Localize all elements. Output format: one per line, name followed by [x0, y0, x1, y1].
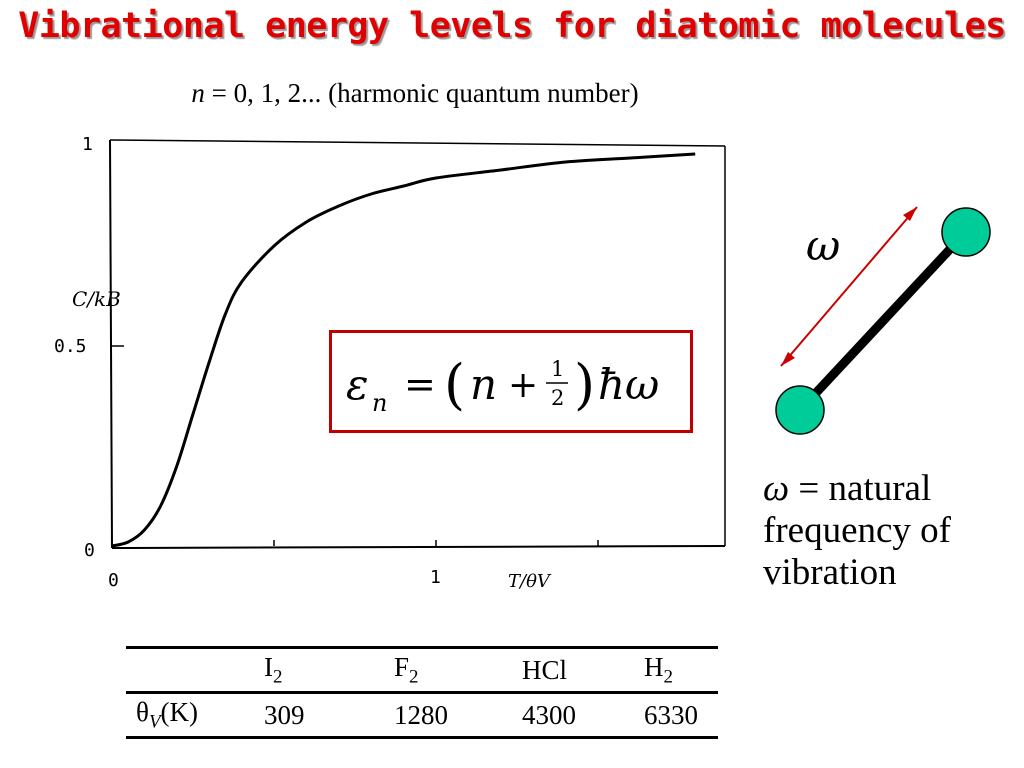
- formula-subscript-n: n: [372, 389, 387, 417]
- table-header-f2: F2: [384, 646, 512, 694]
- plot-frame-top: [109, 139, 726, 147]
- energy-formula-box: ε n = ( n + 1 2 ) ħω: [329, 330, 693, 433]
- table-cell-i2: 309: [254, 692, 384, 739]
- x-axis-label: T/θV: [508, 571, 552, 592]
- formula-fraction-numerator: 1: [551, 357, 564, 381]
- y-tick-label-0: 0: [84, 540, 95, 561]
- table-row: θV(K) 309 1280 4300 6330: [126, 692, 718, 739]
- caption-omega: ω: [763, 468, 790, 509]
- x-tick-label-1: 1: [430, 567, 441, 588]
- caption-line-1: ω = natural: [763, 468, 1018, 510]
- table-cell-hcl: 4300: [512, 692, 634, 739]
- axis-tick-labels: 0 1 0 0.5 1: [54, 134, 441, 591]
- formula-fraction-denominator: 2: [551, 386, 564, 410]
- table-cell-h2: 6330: [634, 692, 718, 739]
- table-cell-f2: 1280: [384, 692, 512, 739]
- axis-ticks: [112, 345, 599, 546]
- formula-equals: =: [404, 362, 436, 406]
- theta-table-grid: I2 F2 HCl H2 θV(K) 309 1280 4300 6330: [126, 646, 718, 739]
- omega-diagram-label: ω: [806, 221, 840, 270]
- heat-capacity-curve: [111, 152, 696, 548]
- table-header-h2: H2: [634, 646, 718, 694]
- subtitle: n = 0, 1, 2... (harmonic quantum number): [0, 78, 830, 109]
- caption-line-3: vibration: [763, 552, 897, 593]
- formula-paren-open: (: [444, 353, 465, 416]
- formula-plus: +: [508, 365, 538, 406]
- y-tick-label-1: 1: [82, 134, 93, 155]
- y-axis-label: C/kB: [72, 287, 121, 311]
- atom-top: [941, 207, 991, 257]
- x-tick-label-0: 0: [108, 570, 119, 591]
- table-header-i2: I2: [254, 646, 384, 694]
- table-header-hcl: HCl: [512, 646, 634, 694]
- caption-line-1-text: = natural: [789, 468, 932, 509]
- vibration-arrowhead-up: [903, 207, 917, 221]
- energy-formula: ε n = ( n + 1 2 ) ħω: [346, 353, 659, 417]
- y-tick-label-0-5: 0.5: [54, 336, 87, 357]
- theta-table: I2 F2 HCl H2 θV(K) 309 1280 4300 6330: [126, 646, 718, 739]
- table-header-row: I2 F2 HCl H2: [126, 646, 718, 694]
- subtitle-text: = 0, 1, 2... (harmonic quantum number): [204, 78, 639, 108]
- table-header-empty: [126, 646, 254, 694]
- formula-paren-close: ): [574, 353, 595, 416]
- table-row-label: θV(K): [126, 692, 254, 739]
- molecule-bond: [796, 228, 970, 414]
- x-axis-line: [111, 545, 726, 549]
- plot-frame: [109, 139, 726, 549]
- slide-title: Vibrational energy levels for diatomic m…: [18, 6, 1006, 46]
- vibration-arrow-line: [780, 206, 918, 367]
- omega-caption: ω = natural frequency of vibration: [763, 468, 1018, 594]
- formula-hbar-omega: ħω: [598, 360, 659, 409]
- vibration-arrowhead-down: [781, 352, 795, 366]
- caption-line-2: frequency of: [763, 510, 951, 551]
- formula-epsilon: ε: [346, 360, 369, 409]
- subtitle-var: n: [191, 78, 205, 108]
- y-axis-line: [109, 139, 113, 549]
- formula-n: n: [470, 360, 497, 409]
- atom-bottom: [775, 385, 825, 435]
